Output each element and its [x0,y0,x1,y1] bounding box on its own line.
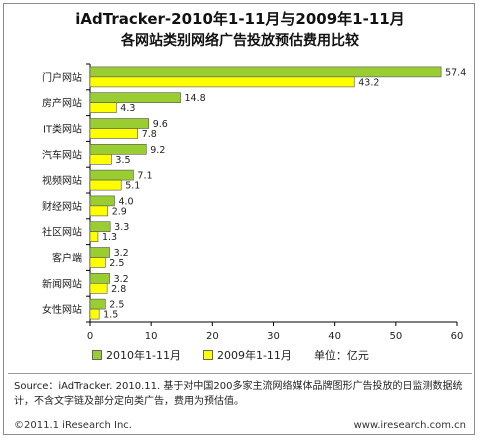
bar-2010 [89,221,111,232]
bar-2009 [89,102,117,113]
value-label-2009: 4.3 [120,103,135,114]
x-tick-label: 50 [389,331,402,342]
bar-2010 [89,169,134,181]
copyright-text: ©2011.1 iResearch Inc. [14,420,132,431]
category-label: 房产网站 [42,97,82,110]
bar-2010 [89,144,147,155]
website-link[interactable]: www.iresearch.com.cn [353,420,466,431]
category-label: IT类网站 [43,123,82,136]
value-label-2010: 57.4 [445,67,466,78]
legend-swatch-2010 [92,350,102,360]
x-tick-label: 20 [206,331,219,342]
value-label-2009: 5.1 [125,181,140,192]
x-tick-label: 0 [87,331,93,342]
value-label-2010: 14.8 [185,93,206,104]
value-label-2009: 1.3 [102,232,117,243]
x-tick-label: 30 [267,331,280,342]
bar-2010 [89,118,150,129]
bar-2009 [89,179,122,191]
unit-label: 单位：亿元 [313,349,369,362]
category-label: 新闻网站 [42,277,82,290]
bar-2010 [89,272,110,284]
bar-2009 [89,76,355,88]
category-label: 客户端 [52,252,82,265]
value-label-2009: 1.5 [103,310,118,321]
x-tick-label: 40 [328,331,341,342]
legend-label-2009: 2009年1-11月 [216,349,292,362]
bar-2010 [89,247,110,258]
chart-legend: 2010年1-11月 2009年1-11月 单位：亿元 [92,347,369,363]
value-label-2009: 2.5 [109,258,124,269]
value-label-2010: 7.1 [137,171,152,182]
value-label-2009: 43.2 [358,77,379,88]
category-label: 女性网站 [42,303,82,316]
value-label-2009: 2.9 [112,206,127,217]
legend-swatch-2009 [202,350,213,360]
category-label: 社区网站 [42,226,82,239]
value-label-2009: 2.8 [111,284,126,295]
x-tick-label: 60 [451,331,464,342]
value-label-2009: 7.8 [142,129,157,140]
bar-2010 [89,195,115,207]
x-tick-label: 10 [145,331,158,342]
legend-label-2010: 2010年1-11月 [106,349,181,362]
value-label-2009: 3.5 [115,155,130,166]
bar-2010 [89,298,106,310]
bar-2009 [89,257,106,268]
category-label: 视频网站 [42,174,82,187]
bar-2009 [89,128,139,139]
chart-title-line2: 各网站类别网络广告投放预估费用比较 [121,33,359,49]
value-label-2010: 9.2 [150,145,165,156]
bar-2010 [89,92,181,103]
value-label-2010: 9.6 [153,119,168,130]
bar-2009 [89,205,109,217]
value-label-2010: 3.2 [114,248,129,259]
source-divider [8,373,472,374]
legend-item-2009: 2009年1-11月 [202,347,292,363]
source-note: Source：iAdTracker. 2010.11. 基于对中国200多家主流… [14,381,463,407]
category-label: 财经网站 [42,200,82,213]
value-label-2010: 3.2 [114,274,129,285]
bar-2010 [89,66,442,78]
value-label-2010: 3.3 [114,222,129,233]
bar-2009 [89,308,100,320]
bar-2009 [89,154,112,165]
bar-2009 [89,282,108,294]
value-label-2010: 2.5 [109,300,124,311]
legend-item-2010: 2010年1-11月 [92,347,181,363]
value-label-2010: 4.0 [118,196,133,207]
category-label: 门户网站 [42,71,82,84]
bar-2009 [89,231,99,242]
category-label: 汽车网站 [42,148,82,161]
chart-title-line1: iAdTracker-2010年1-11月与2009年1-11月 [75,10,405,28]
